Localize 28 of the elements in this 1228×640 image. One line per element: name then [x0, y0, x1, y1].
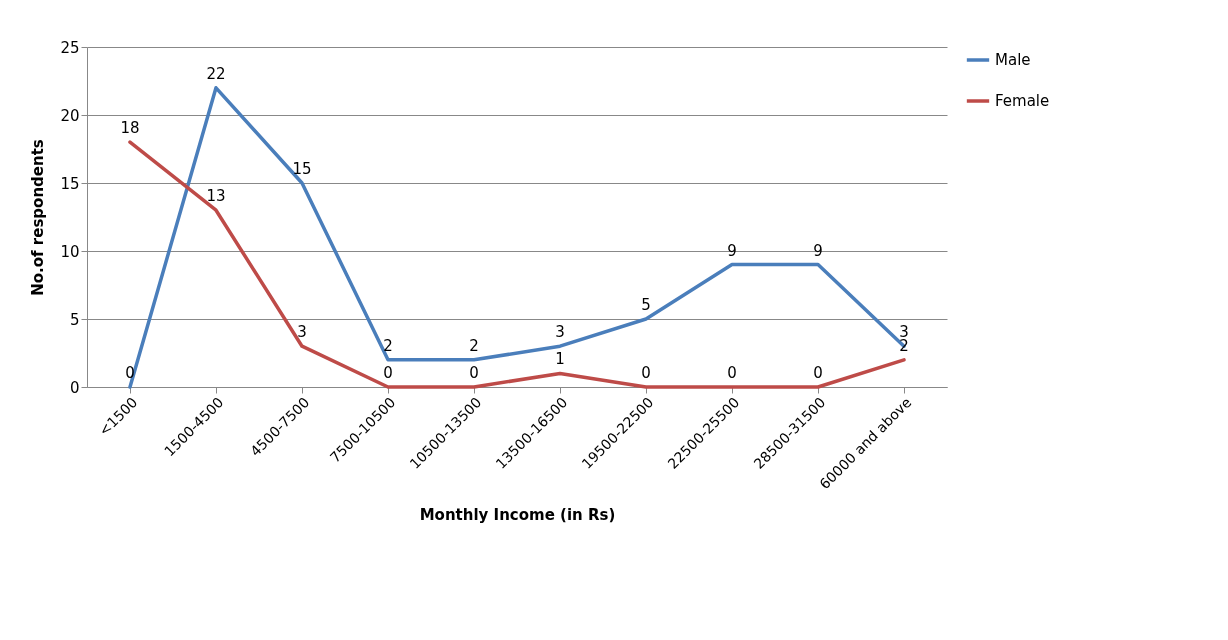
data-label: 2 — [383, 336, 393, 355]
data-label: 18 — [120, 119, 140, 138]
y-tick-label: 10 — [60, 242, 80, 261]
y-tick-label: 5 — [69, 310, 80, 329]
data-label: 0 — [383, 364, 393, 382]
data-label: 3 — [297, 323, 307, 342]
legend-label: Male — [995, 51, 1031, 69]
data-label: 0 — [641, 364, 651, 382]
y-tick-label: 20 — [60, 106, 80, 125]
data-label: 13 — [206, 187, 226, 206]
x-axis-title: Monthly Income (in Rs) — [419, 506, 616, 525]
data-label: 22 — [206, 64, 226, 83]
data-label: 3 — [555, 323, 565, 342]
line-series — [128, 140, 906, 389]
data-label: 9 — [813, 241, 823, 260]
data-label: 5 — [641, 296, 651, 314]
y-tick-label: 25 — [60, 38, 80, 57]
data-label: 0 — [727, 364, 737, 382]
data-label: 9 — [727, 241, 737, 260]
y-axis-title: No.of respondents — [29, 139, 48, 296]
y-tick-label: 0 — [69, 378, 80, 397]
data-label: 2 — [469, 336, 479, 355]
data-label: 0 — [813, 364, 823, 382]
y-tick-label: 15 — [60, 174, 80, 193]
legend-label: Female — [995, 92, 1050, 110]
data-label: 1 — [555, 350, 565, 369]
data-label: 15 — [292, 160, 312, 178]
data-label: 0 — [469, 364, 479, 382]
